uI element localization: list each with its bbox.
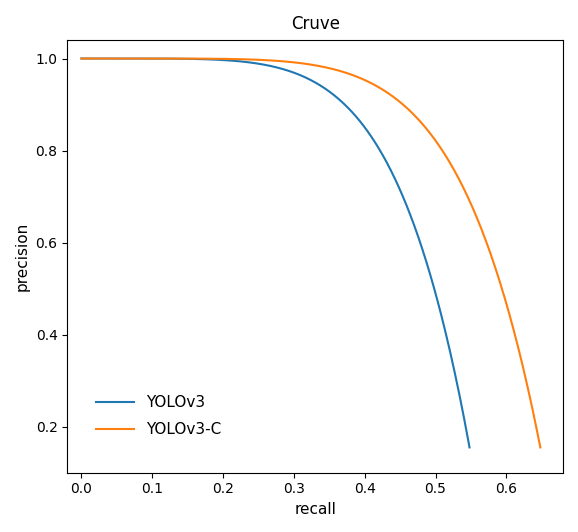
YOLOv3-C	[537, 444, 544, 451]
YOLOv3	[466, 444, 473, 451]
Line: YOLOv3: YOLOv3	[81, 59, 469, 447]
YOLOv3-C	[78, 55, 85, 62]
YOLOv3	[262, 62, 269, 68]
Line: YOLOv3-C: YOLOv3-C	[81, 59, 540, 447]
YOLOv3-C	[526, 392, 533, 398]
Y-axis label: precision: precision	[15, 222, 30, 291]
YOLOv3-C	[454, 173, 461, 180]
YOLOv3	[265, 62, 272, 69]
Title: Cruve: Cruve	[291, 15, 340, 33]
YOLOv3	[288, 69, 295, 75]
YOLOv3	[457, 395, 464, 402]
YOLOv3	[78, 55, 85, 62]
YOLOv3-C	[296, 60, 303, 66]
Legend: YOLOv3, YOLOv3-C: YOLOv3, YOLOv3-C	[90, 389, 228, 444]
YOLOv3-C	[351, 72, 358, 79]
X-axis label: recall: recall	[294, 502, 336, 517]
YOLOv3	[396, 186, 403, 192]
YOLOv3	[309, 78, 316, 84]
YOLOv3-C	[299, 60, 306, 66]
YOLOv3-C	[326, 65, 333, 71]
